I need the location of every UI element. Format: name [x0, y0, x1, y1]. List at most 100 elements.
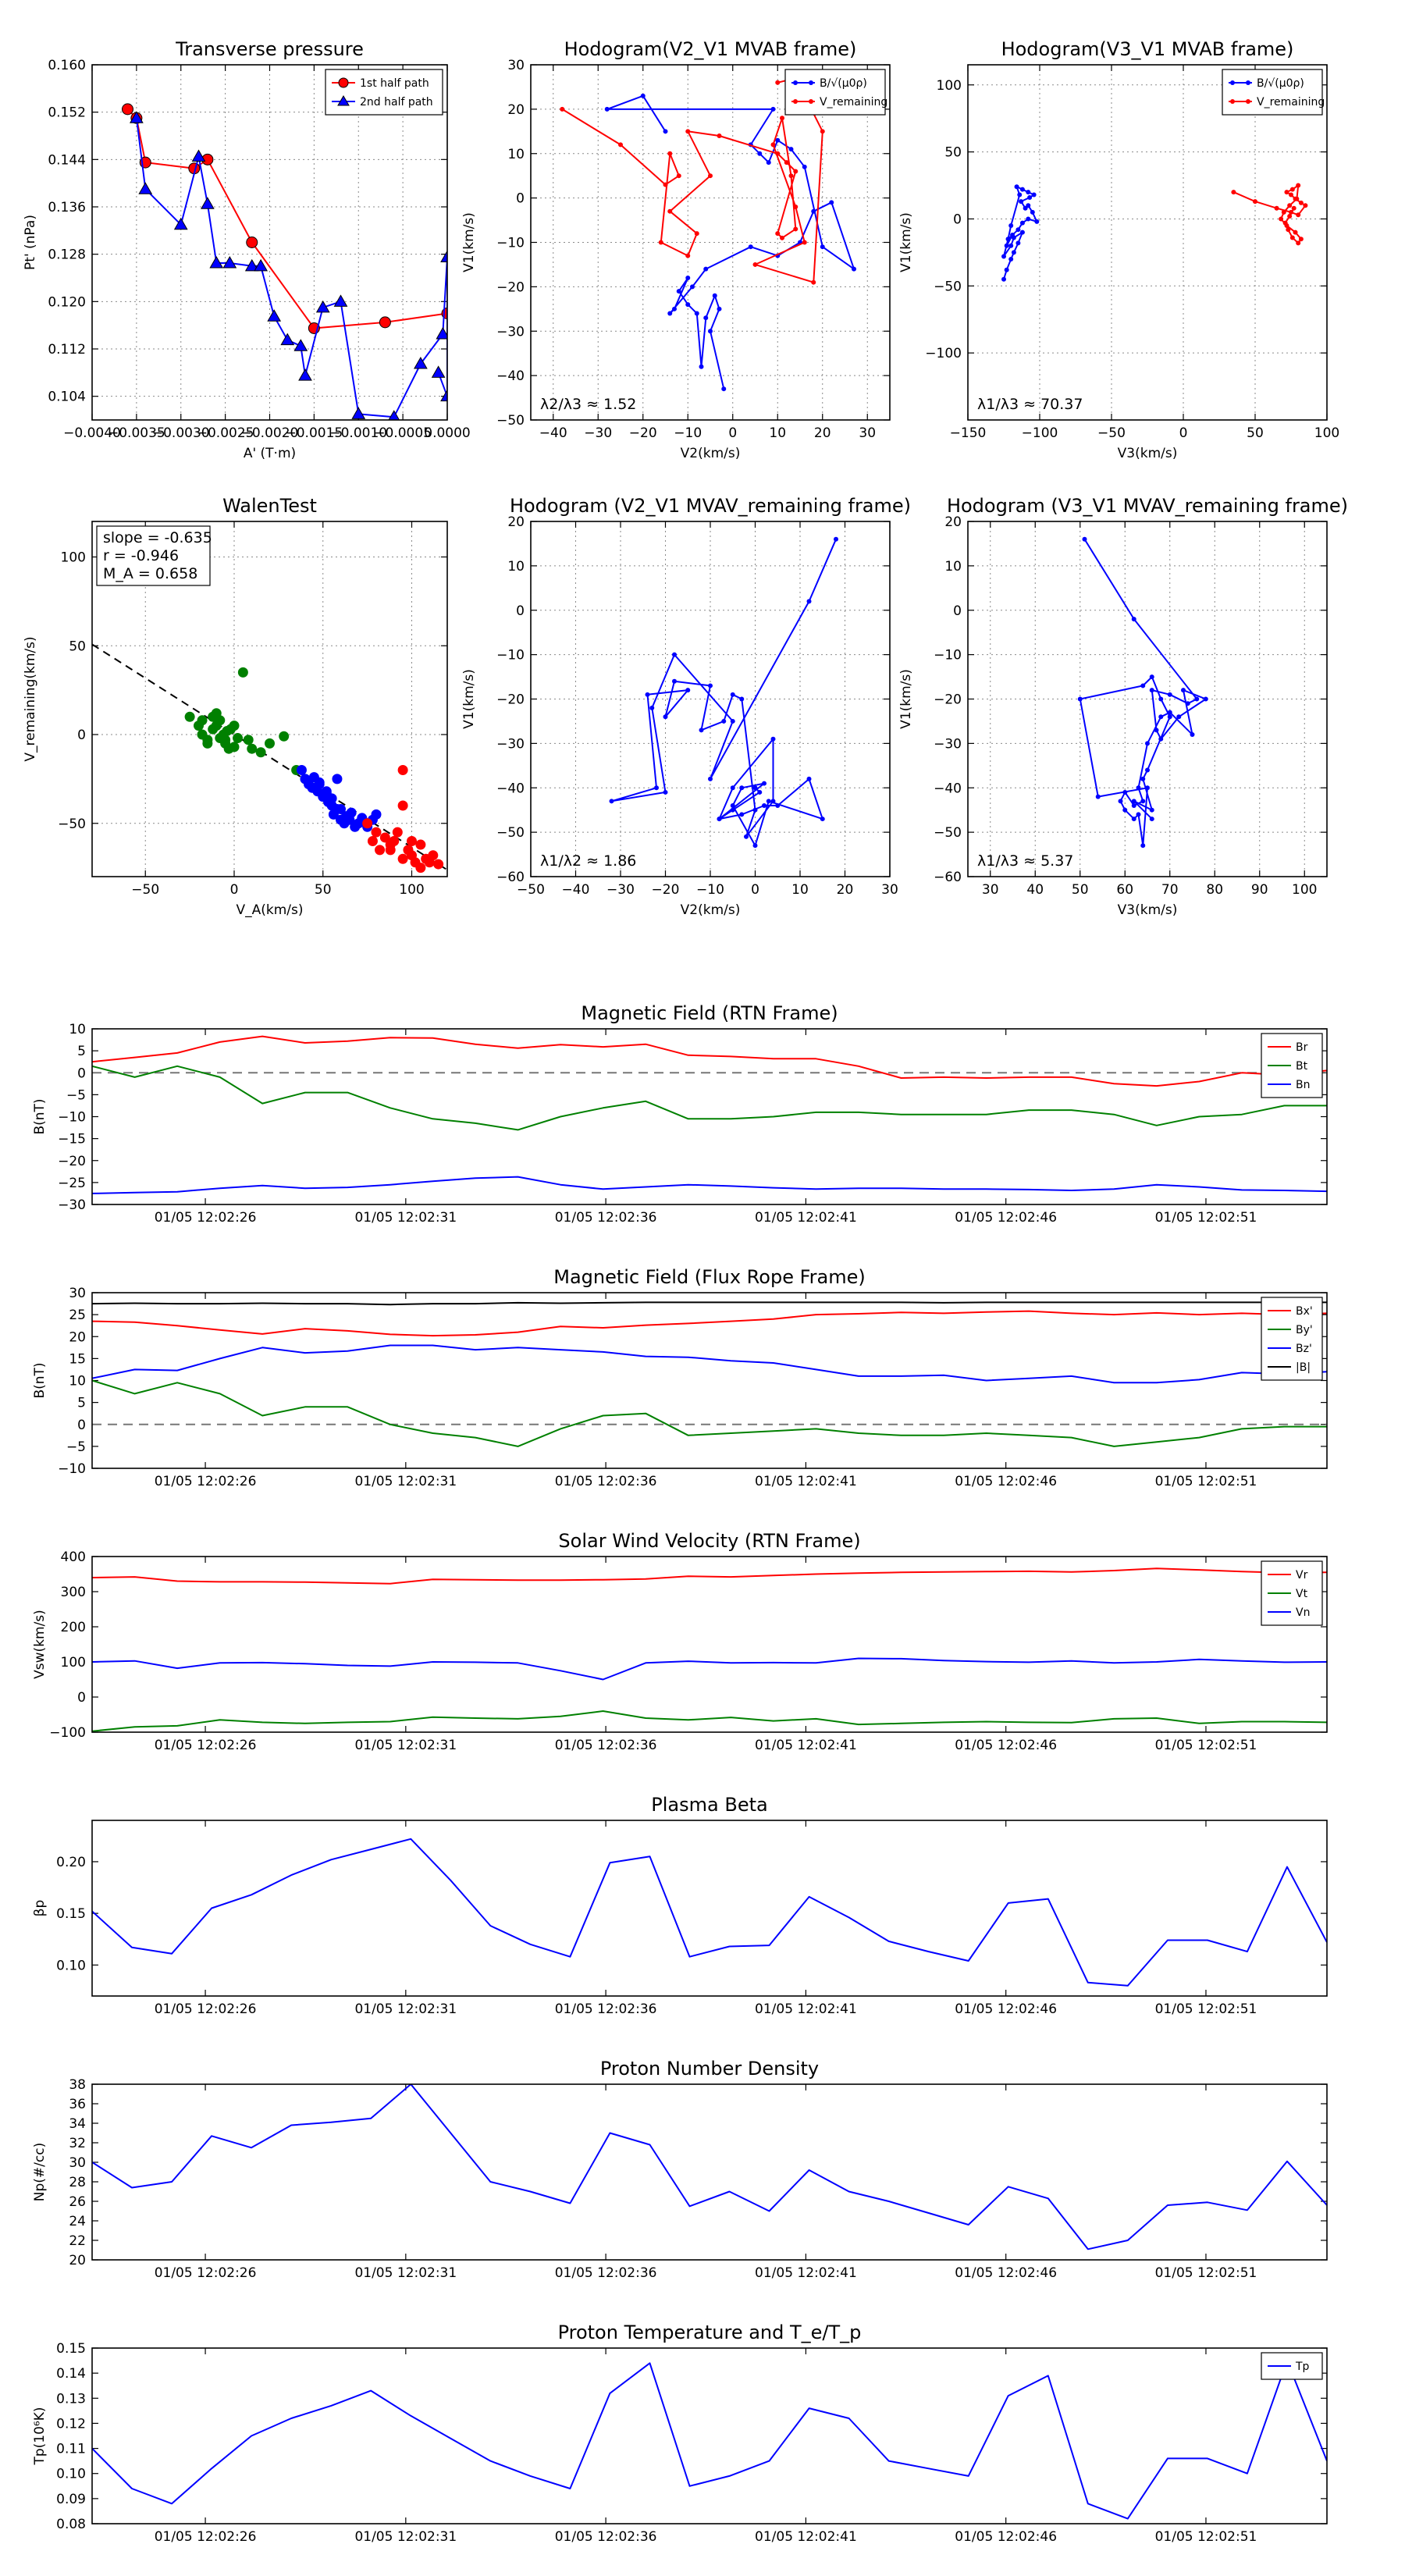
- x-tick-label: 100: [1314, 425, 1339, 441]
- data-point: [1167, 692, 1172, 697]
- data-point: [676, 173, 681, 179]
- data-point: [1145, 767, 1150, 773]
- data-point-triangle: [414, 356, 428, 369]
- panel-ts_tp: Proton Temperature and T_e/T_p 01/05 12:0…: [32, 2322, 1328, 2545]
- legend: Br Bt Bn: [1261, 1033, 1323, 1098]
- data-point: [1140, 683, 1146, 688]
- x-tick-label: 01/05 12:02:31: [354, 2001, 457, 2017]
- y-tick-label: −50: [496, 825, 525, 841]
- data-point: [663, 129, 668, 134]
- eigenvalue-ratio-annotation: λ1/λ2 ≈ 1.86: [540, 852, 636, 870]
- series-line-Vn: [92, 1657, 1327, 1681]
- data-point: [667, 311, 673, 316]
- legend-label: V_remaining: [820, 96, 887, 109]
- x-tick-label: −0.0020: [241, 425, 299, 441]
- y-tick-label: 0.112: [48, 342, 86, 358]
- series-line-Br: [92, 1035, 1327, 1087]
- y-tick-label: 100: [937, 78, 962, 94]
- data-point: [1149, 807, 1154, 813]
- x-tick-label: −30: [584, 425, 612, 441]
- x-tick-label: 30: [881, 882, 898, 898]
- data-point: [762, 803, 767, 808]
- data-point: [1131, 803, 1136, 808]
- data-point-triangle: [254, 258, 268, 272]
- data-point: [215, 715, 226, 726]
- data-point: [663, 789, 668, 795]
- y-tick-label: −30: [58, 1197, 86, 1213]
- data-point: [672, 652, 677, 657]
- y-tick-label: −60: [934, 870, 962, 885]
- data-point: [703, 315, 709, 321]
- y-tick-label: −100: [49, 1725, 86, 1741]
- data-point-triangle: [351, 407, 366, 419]
- chart-title: Transverse pressure: [175, 38, 364, 60]
- legend-marker: [337, 95, 350, 106]
- y-tick-label: 0: [77, 1418, 86, 1433]
- data-point: [775, 231, 781, 237]
- data-point: [243, 735, 254, 745]
- data-point: [1149, 674, 1154, 680]
- y-tick-label: −10: [58, 1461, 86, 1477]
- data-point: [220, 735, 231, 745]
- data-point: [1281, 209, 1286, 215]
- x-tick-label: −0.0040: [63, 425, 121, 441]
- x-tick-label: −0.0035: [108, 425, 165, 441]
- x-tick-label: −40: [539, 425, 567, 441]
- legend: Vr Vt Vn: [1261, 1560, 1323, 1626]
- x-tick-label: 01/05 12:02:31: [354, 2529, 457, 2545]
- x-tick-label: −150: [950, 425, 987, 441]
- panel-ts_np: Proton Number Density 01/05 12:02:26 01/05…: [32, 2058, 1328, 2281]
- data-point: [1284, 190, 1289, 195]
- data-point: [672, 678, 677, 684]
- data-point: [806, 776, 812, 781]
- y-tick-label: 0.14: [56, 2366, 86, 2382]
- x-tick-label: 01/05 12:02:31: [354, 1738, 457, 1753]
- legend-label: By': [1296, 1324, 1313, 1336]
- x-tick-label: −0.0025: [197, 425, 254, 441]
- y-tick-label: −50: [58, 817, 86, 832]
- x-tick-label: 80: [1206, 882, 1223, 898]
- plot-area: [1001, 183, 1308, 282]
- data-point: [811, 279, 816, 285]
- y-tick-label: 20: [507, 102, 525, 118]
- data-point: [752, 807, 758, 813]
- legend-label: Bz': [1296, 1343, 1312, 1355]
- data-point: [428, 850, 439, 861]
- data-point: [654, 785, 659, 791]
- data-point-triangle: [173, 217, 188, 230]
- y-tick-label: 25: [69, 1308, 86, 1323]
- y-tick-label: 36: [69, 2097, 86, 2112]
- x-tick-label: 01/05 12:02:51: [1155, 1210, 1257, 1226]
- y-tick-label: 0.15: [56, 2341, 86, 2357]
- legend-label: Tp: [1295, 2361, 1310, 2373]
- y-axis-label: V_remaining(km/s): [23, 636, 38, 761]
- data-point: [397, 800, 408, 811]
- plot-frame: [530, 521, 891, 877]
- data-point: [739, 696, 745, 702]
- x-tick-label: 01/05 12:02:41: [755, 1738, 857, 1753]
- data-point: [1016, 240, 1021, 246]
- y-tick-label: −30: [496, 736, 525, 752]
- plot-area: [92, 2084, 1327, 2250]
- data-point-triangle: [138, 182, 153, 194]
- y-tick-label: −10: [496, 648, 525, 664]
- panel-ts_rtn: Magnetic Field (RTN Frame) 01/05 12:02:26…: [32, 1002, 1328, 1226]
- data-point: [852, 266, 856, 272]
- data-point: [1289, 235, 1295, 240]
- x-tick-label: 01/05 12:02:46: [955, 1738, 1057, 1753]
- x-tick-label: −50: [131, 882, 159, 898]
- y-tick-label: 0.136: [48, 200, 86, 215]
- data-point: [788, 147, 794, 152]
- y-tick-label: 10: [507, 559, 525, 575]
- y-axis-label: V1(km/s): [461, 212, 477, 272]
- data-point: [685, 276, 691, 280]
- legend-label: Br: [1296, 1041, 1308, 1054]
- y-tick-label: 0.160: [48, 58, 86, 73]
- series-line-Bx: [92, 1310, 1327, 1337]
- data-point: [1019, 199, 1024, 205]
- x-tick-label: 20: [814, 425, 831, 441]
- data-point: [820, 244, 825, 250]
- y-tick-label: 10: [507, 147, 525, 162]
- data-point: [640, 93, 646, 98]
- y-tick-label: 0.12: [56, 2416, 86, 2432]
